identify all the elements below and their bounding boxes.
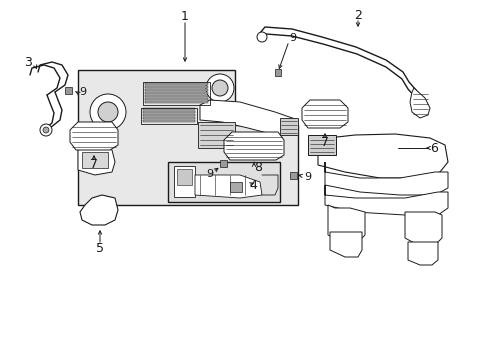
Text: 1: 1 <box>181 9 188 23</box>
Polygon shape <box>145 89 207 91</box>
Polygon shape <box>142 111 195 113</box>
Polygon shape <box>78 145 115 175</box>
Polygon shape <box>142 114 195 116</box>
Polygon shape <box>65 87 72 94</box>
Polygon shape <box>168 162 280 202</box>
Polygon shape <box>329 232 361 257</box>
Circle shape <box>43 127 49 133</box>
Polygon shape <box>174 166 195 197</box>
Text: 4: 4 <box>248 179 256 192</box>
Polygon shape <box>145 83 207 85</box>
Polygon shape <box>302 100 347 128</box>
Circle shape <box>90 94 126 130</box>
Polygon shape <box>195 175 262 198</box>
Polygon shape <box>307 135 335 155</box>
Text: 9: 9 <box>304 172 311 182</box>
Polygon shape <box>289 172 296 179</box>
Text: 8: 8 <box>253 161 262 174</box>
Polygon shape <box>177 169 192 185</box>
Polygon shape <box>407 242 437 265</box>
Polygon shape <box>280 118 297 135</box>
Text: 7: 7 <box>90 158 98 171</box>
Polygon shape <box>409 88 429 118</box>
Polygon shape <box>224 132 284 160</box>
Circle shape <box>205 74 234 102</box>
Polygon shape <box>142 120 195 122</box>
Polygon shape <box>198 122 235 148</box>
Text: 9: 9 <box>289 33 296 43</box>
Text: 3: 3 <box>24 55 32 68</box>
Polygon shape <box>142 108 195 110</box>
Polygon shape <box>325 185 447 215</box>
Text: 9: 9 <box>206 169 213 179</box>
Polygon shape <box>145 98 207 100</box>
Polygon shape <box>78 70 297 205</box>
Text: 5: 5 <box>96 242 104 255</box>
Polygon shape <box>404 212 441 245</box>
Polygon shape <box>327 205 364 242</box>
Polygon shape <box>80 195 118 225</box>
Polygon shape <box>220 160 226 167</box>
Polygon shape <box>145 95 207 97</box>
Polygon shape <box>229 182 242 192</box>
Circle shape <box>212 80 227 96</box>
Polygon shape <box>200 100 297 135</box>
Polygon shape <box>145 86 207 88</box>
Polygon shape <box>317 134 447 178</box>
Circle shape <box>98 102 118 122</box>
Circle shape <box>40 124 52 136</box>
Text: 7: 7 <box>320 135 328 149</box>
Polygon shape <box>274 69 281 76</box>
Polygon shape <box>142 117 195 119</box>
Polygon shape <box>325 162 447 195</box>
Text: 9: 9 <box>79 87 86 97</box>
Text: 2: 2 <box>353 9 361 22</box>
Polygon shape <box>82 152 108 168</box>
Polygon shape <box>145 101 207 103</box>
Text: 6: 6 <box>429 141 437 154</box>
Circle shape <box>257 32 266 42</box>
Polygon shape <box>145 92 207 94</box>
Polygon shape <box>70 122 118 150</box>
